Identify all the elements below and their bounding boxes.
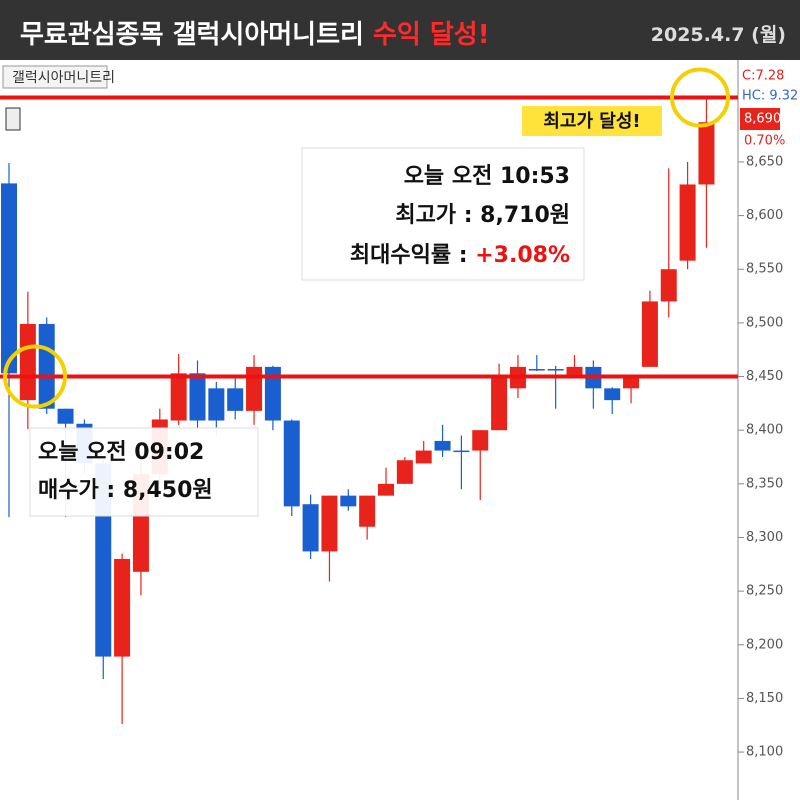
candle-body: [19, 323, 36, 401]
candle-body: [227, 388, 244, 411]
symbol-label: 갤럭시아머니트리: [12, 70, 115, 86]
title: 무료관심종목 갤럭시아머니트리: [20, 20, 364, 50]
candle-body: [321, 495, 338, 552]
candle-body: [434, 440, 451, 451]
y-tick-label: 8,250: [746, 584, 783, 599]
y-tick-label: 8,150: [746, 691, 783, 706]
date: 2025.4.7 (월): [650, 24, 786, 46]
price-box: [740, 108, 780, 131]
peak-line: 오늘 오전 10:53: [404, 164, 570, 189]
buy-line: 매수가 : 8,450원: [38, 478, 213, 503]
candle-body: [623, 376, 640, 389]
title-line: 무료관심종목 갤럭시아머니트리 수익 달성!: [20, 14, 490, 51]
candle-body: [604, 388, 621, 401]
candle-body: [340, 495, 357, 507]
candle-body: [302, 504, 319, 552]
peak-line: 최고가 : 8,710원: [395, 203, 570, 228]
axis-header: HC: 9.32: [742, 89, 798, 104]
candle-body: [453, 450, 470, 453]
chart: 갤럭시아머니트리 8,100 8,150 8,200 8,250 8,300 8,350 8…: [0, 60, 798, 800]
peak-badge: 최고가 달성!: [543, 111, 640, 132]
candle-body: [114, 558, 131, 657]
buy-line: 오늘 오전 09:02: [38, 440, 204, 465]
buy-box: [29, 427, 259, 517]
candle-body: [283, 420, 300, 507]
candle-body: [547, 369, 564, 371]
y-tick-label: 8,200: [746, 637, 783, 652]
candle-body: [491, 376, 508, 431]
peak-line-value: +3.08%: [475, 243, 570, 268]
symbol-box: [2, 65, 108, 89]
candle-body: [170, 373, 187, 421]
peak-box: [301, 147, 585, 281]
candle-body: [378, 483, 394, 496]
candle-body: [415, 450, 432, 464]
axis-header: C:7.28: [742, 69, 784, 84]
candle-body: [528, 369, 545, 371]
calc-icon: [5, 107, 21, 131]
candle-body: [1, 183, 17, 374]
candle-body: [566, 366, 583, 377]
y-tick-label: 8,400: [746, 423, 783, 438]
candle-body: [264, 366, 281, 421]
header: 무료관심종목 갤럭시아머니트리 수익 달성! 2025.4.7 (월): [0, 0, 800, 60]
y-tick-label: 8,350: [746, 476, 783, 491]
candle-body: [472, 430, 489, 451]
y-tick-label: 8,500: [746, 315, 783, 330]
peak-line-label: 최대수익률 :: [350, 243, 475, 268]
y-tick-label: 8,300: [746, 530, 783, 545]
peak-badge-bg: [522, 106, 662, 136]
candle-body: [641, 301, 658, 367]
y-tick-label: 8,100: [746, 745, 783, 760]
candle-body: [396, 460, 413, 484]
peak-circle: [670, 67, 730, 128]
candle-body: [246, 366, 263, 411]
y-tick-label: 8,600: [746, 208, 783, 223]
candle-body: [189, 373, 206, 421]
y-tick-label: 8,550: [746, 262, 783, 277]
candle-body: [38, 323, 55, 409]
y-tick-label: 8,450: [746, 369, 783, 384]
candle-body: [660, 269, 677, 302]
candle-body: [57, 408, 74, 424]
y-tick-label: 8,650: [746, 154, 783, 169]
candle-body: [698, 122, 715, 185]
price-box-label: 8,690: [744, 112, 781, 127]
peak-line: 최대수익률 : +3.08%: [350, 243, 570, 268]
candle-body: [679, 184, 696, 261]
title-highlight: 수익 달성!: [373, 20, 490, 50]
buy-circle: [3, 344, 67, 409]
candle-body: [208, 388, 225, 421]
candle-body: [359, 495, 376, 527]
price-change: 0.70%: [744, 134, 785, 149]
